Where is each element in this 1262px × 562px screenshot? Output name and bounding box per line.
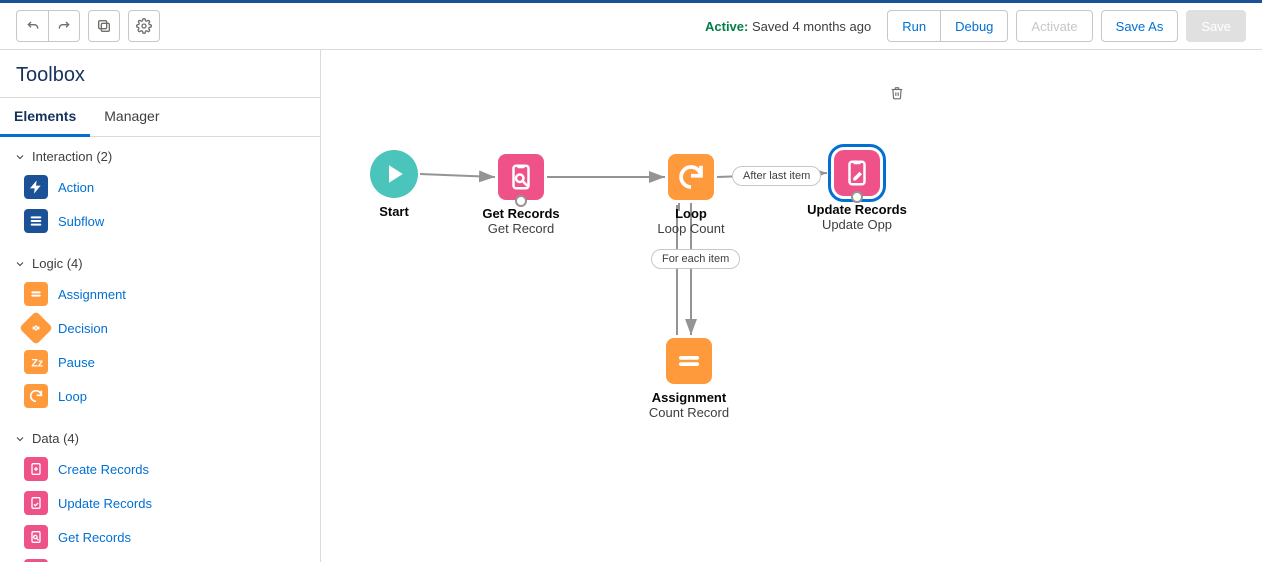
activate-button: Activate	[1016, 10, 1092, 42]
assignment-icon	[24, 282, 48, 306]
tab-elements[interactable]: Elements	[0, 98, 90, 137]
copy-button[interactable]	[88, 10, 120, 42]
item-label: Create Records	[58, 462, 149, 477]
section-label: Logic (4)	[32, 256, 83, 271]
item-label: Subflow	[58, 214, 104, 229]
item-loop[interactable]: Loop	[0, 379, 320, 413]
toolbar-left-group	[16, 10, 160, 42]
toolbox-title: Toolbox	[0, 50, 320, 97]
undo-button[interactable]	[16, 10, 48, 42]
section-label: Interaction (2)	[32, 149, 112, 164]
section-logic: Logic (4) Assignment Decision	[0, 244, 320, 419]
item-delete-records[interactable]: Delete Records	[0, 554, 320, 562]
svg-text:Zz: Zz	[31, 358, 43, 370]
delete-node-icon[interactable]	[890, 86, 904, 100]
save-status: Active: Saved 4 months ago	[705, 19, 871, 34]
item-label: Pause	[58, 355, 95, 370]
item-label: Get Records	[58, 530, 131, 545]
item-decision[interactable]: Decision	[0, 311, 320, 345]
chevron-down-icon	[14, 433, 26, 445]
settings-button[interactable]	[128, 10, 160, 42]
connector-label-for-each-item[interactable]: For each item	[651, 249, 740, 269]
toolbar-right-group: Active: Saved 4 months ago Run Debug Act…	[705, 10, 1246, 42]
subflow-icon	[24, 209, 48, 233]
item-action[interactable]: Action	[0, 170, 320, 204]
toolbox-sidebar: Toolbox Elements Manager Interaction (2)…	[0, 50, 321, 562]
main-area: Toolbox Elements Manager Interaction (2)…	[0, 50, 1262, 562]
section-head-interaction[interactable]: Interaction (2)	[0, 143, 320, 170]
item-label: Update Records	[58, 496, 152, 511]
flow-canvas[interactable]: After last item For each item StartGet R…	[321, 50, 1262, 562]
node-title: Update Records	[757, 202, 957, 217]
decision-icon	[19, 311, 53, 345]
chevron-down-icon	[14, 258, 26, 270]
debug-button[interactable]: Debug	[940, 10, 1008, 42]
node-title: Assignment	[589, 390, 789, 405]
update-records-icon	[24, 491, 48, 515]
get-records-icon	[24, 525, 48, 549]
save-button: Save	[1186, 10, 1246, 42]
node-update-records[interactable]: Update RecordsUpdate Opp	[757, 150, 957, 232]
redo-button[interactable]	[48, 10, 80, 42]
section-head-data[interactable]: Data (4)	[0, 425, 320, 452]
node-subtitle: Count Record	[589, 405, 789, 420]
item-assignment[interactable]: Assignment	[0, 277, 320, 311]
save-as-button[interactable]: Save As	[1101, 10, 1179, 42]
section-label: Data (4)	[32, 431, 79, 446]
item-label: Decision	[58, 321, 108, 336]
node-subtitle: Update Opp	[757, 217, 957, 232]
item-get-records[interactable]: Get Records	[0, 520, 320, 554]
loop-icon	[24, 384, 48, 408]
item-create-records[interactable]: Create Records	[0, 452, 320, 486]
section-head-logic[interactable]: Logic (4)	[0, 250, 320, 277]
item-subflow[interactable]: Subflow	[0, 204, 320, 238]
item-label: Loop	[58, 389, 87, 404]
item-pause[interactable]: Zz Pause	[0, 345, 320, 379]
section-interaction: Interaction (2) Action Subflow	[0, 137, 320, 244]
toolbox-tabs: Elements Manager	[0, 97, 320, 137]
status-text: Saved 4 months ago	[752, 19, 871, 34]
status-label: Active:	[705, 19, 748, 34]
section-data: Data (4) Create Records Update Records	[0, 419, 320, 562]
item-update-records[interactable]: Update Records	[0, 486, 320, 520]
node-assignment[interactable]: AssignmentCount Record	[589, 338, 789, 420]
run-button[interactable]: Run	[887, 10, 940, 42]
item-label: Action	[58, 180, 94, 195]
item-label: Assignment	[58, 287, 126, 302]
tab-manager[interactable]: Manager	[90, 98, 173, 136]
create-records-icon	[24, 457, 48, 481]
canvas-edges	[321, 50, 1262, 562]
action-icon	[24, 175, 48, 199]
chevron-down-icon	[14, 151, 26, 163]
top-toolbar: Active: Saved 4 months ago Run Debug Act…	[0, 0, 1262, 50]
pause-icon: Zz	[24, 350, 48, 374]
